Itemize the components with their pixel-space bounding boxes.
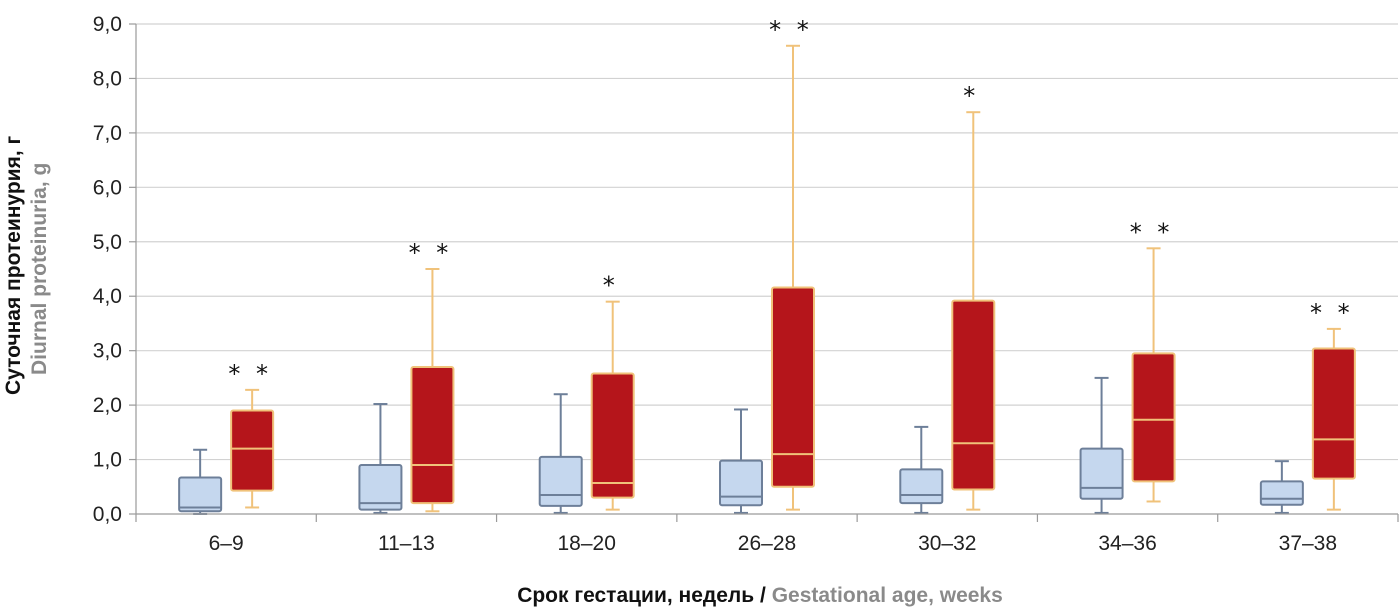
significance-marker: * * [769,16,813,44]
box-1-4 [719,408,763,514]
significance-marker: * [963,82,979,110]
box-iqr [178,476,223,513]
box-iqr [951,299,996,491]
x-tick-label: 37–38 [1279,532,1337,555]
y-tick-label: 0,0 [93,503,122,526]
box-iqr [719,459,763,507]
box-1-3 [538,393,583,514]
box-iqr [358,464,403,511]
y-tick-label: 5,0 [93,231,122,254]
significance-marker: * * [1130,218,1174,246]
box-iqr [538,455,583,507]
box-iqr [899,468,944,505]
y-tick-label: 8,0 [93,67,122,90]
box-2-2 [410,268,455,513]
box-iqr [1131,352,1176,483]
box-2-4 [771,44,815,511]
box-iqr [410,366,455,505]
gridlines [136,23,1398,461]
y-axis-title-primary: Суточная протеинурия, г [2,136,25,395]
x-axis-title-secondary: Gestational age, weeks [772,584,1003,607]
significance-marker: * * [1310,299,1354,327]
significance-marker: * * [409,239,453,267]
x-tick-label: 11–13 [378,532,435,555]
y-axis-ticks: 0,0 1,0 2,0 3,0 4,0 5,0 6,0 7,0 8,0 9,0 [93,13,137,526]
box-1-5 [899,425,944,514]
x-axis-ticks: 6–9 11–13 18–20 26–28 30–32 34–36 37–38 [135,514,1399,555]
y-tick-label: 7,0 [93,122,122,145]
significance-marker: * * [228,360,272,388]
x-tick-label: 30–32 [918,532,976,555]
series-1 [178,376,1304,515]
box-2-6 [1131,247,1176,503]
y-tick-label: 9,0 [93,13,122,36]
x-axis-title-primary: Срок гестации, недель [517,584,754,607]
y-axis-title-secondary: Diurnal proteinuria, g [28,163,51,375]
box-iqr [1079,447,1124,500]
box-1-6 [1079,376,1124,514]
box-iqr [1311,347,1356,480]
x-axis-title: Срок гестации, недель / Gestational age,… [517,584,1003,607]
x-axis-title-separator: / [754,584,772,607]
box-iqr [771,286,815,488]
box-1-2 [358,403,403,514]
box-iqr [230,409,275,492]
box-2-3 [590,300,635,511]
box-2-5 [951,111,996,511]
box-iqr [590,372,635,499]
y-tick-label: 6,0 [93,176,122,199]
y-tick-label: 3,0 [93,340,122,363]
x-tick-label: 34–36 [1098,532,1156,555]
box-2-7 [1311,327,1356,511]
series-2 [230,44,1356,513]
x-tick-label: 26–28 [738,532,796,555]
significance-markers: * * * * * * * * * * * * [228,16,1354,388]
significance-marker: * [603,272,619,300]
box-series [178,44,1356,515]
box-iqr [1259,480,1304,506]
y-tick-label: 1,0 [93,449,122,472]
box-1-7 [1259,460,1304,514]
box-2-1 [230,388,275,509]
y-tick-label: 2,0 [93,394,122,417]
x-tick-label: 6–9 [209,532,244,555]
y-tick-label: 4,0 [93,285,122,308]
x-tick-label: 18–20 [558,532,616,555]
